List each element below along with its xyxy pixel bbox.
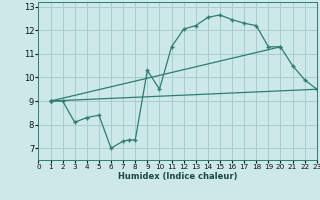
X-axis label: Humidex (Indice chaleur): Humidex (Indice chaleur): [118, 172, 237, 181]
